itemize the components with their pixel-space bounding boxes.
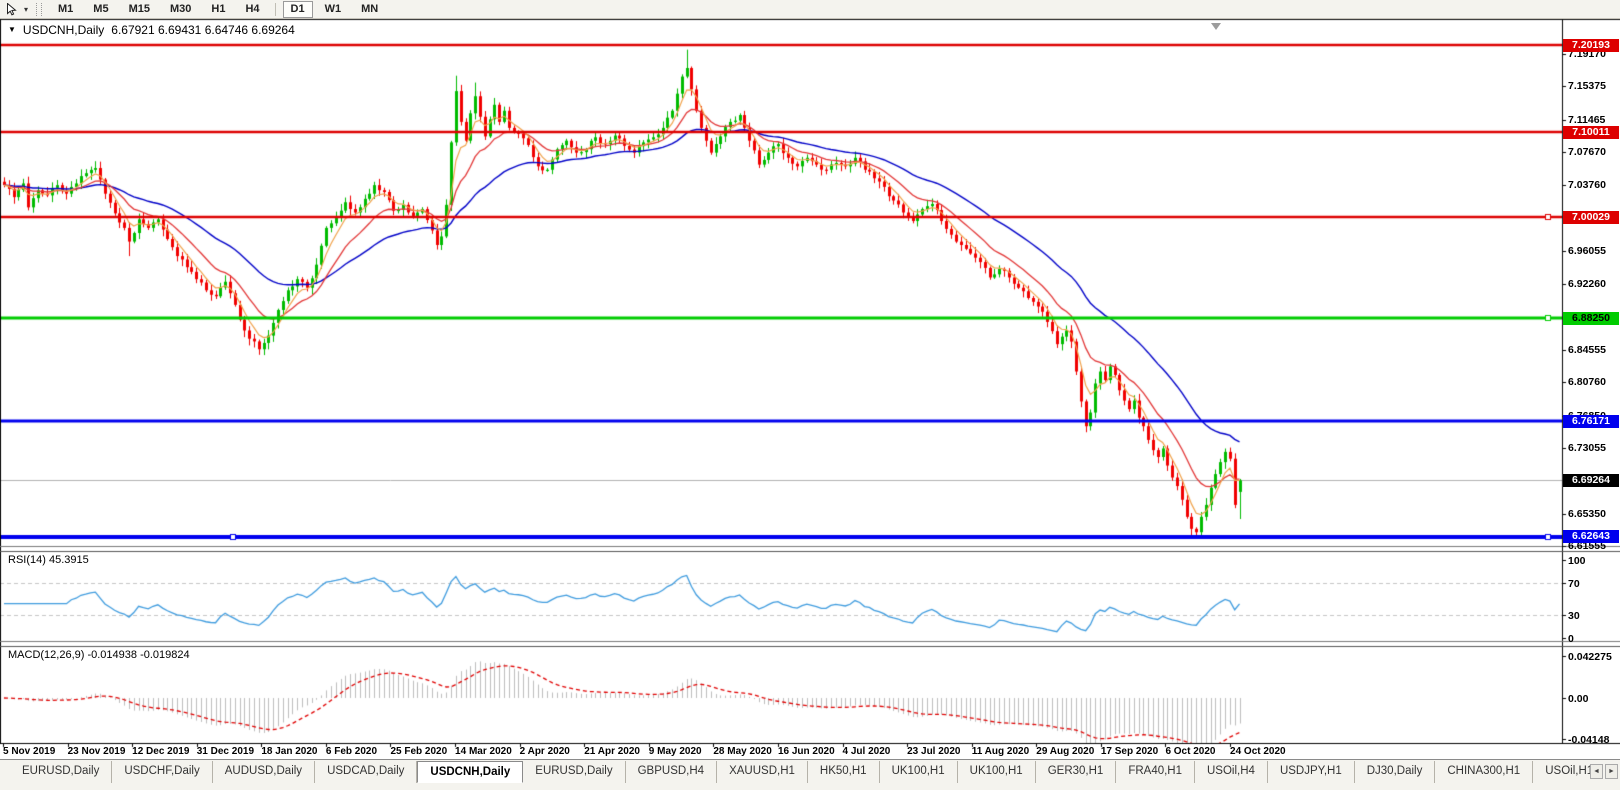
symbol-tab[interactable]: HK50,H1 <box>808 761 880 783</box>
chart-menu-icon[interactable]: ▼ <box>8 25 16 34</box>
cursor-icon <box>6 2 17 15</box>
toolbar-grip <box>36 2 42 16</box>
symbol-tab[interactable]: DJ30,Daily <box>1355 761 1436 783</box>
toolbar-separator <box>274 2 276 16</box>
symbol-tab[interactable]: AUDUSD,Daily <box>213 761 316 783</box>
symbol-tab[interactable]: EURUSD,Daily <box>10 761 113 783</box>
symbol-tab[interactable]: USDCHF,Daily <box>112 761 213 783</box>
symbol-tab[interactable]: UK100,H1 <box>880 761 958 783</box>
tabs-scroll-left-button[interactable]: ◄ <box>1590 764 1603 779</box>
rsi-indicator-label: RSI(14) 45.3915 <box>8 554 89 566</box>
cursor-tool-button[interactable] <box>3 1 19 17</box>
timeframe-h1-button[interactable]: H1 <box>203 1 233 18</box>
symbol-tab[interactable]: FRA40,H1 <box>1116 761 1195 783</box>
symbol-tab[interactable]: CHINA300,H1 <box>1435 761 1534 783</box>
tab-scroll-buttons: ◄ ► <box>1590 764 1618 779</box>
timeframe-mn-button[interactable]: MN <box>353 1 386 18</box>
symbol-tab[interactable]: GBPUSD,H4 <box>626 761 718 783</box>
symbol-tab[interactable]: USDJPY,H1 <box>1268 761 1355 783</box>
macd-indicator-label: MACD(12,26,9) -0.014938 -0.019824 <box>8 649 190 661</box>
timeframe-m1-button[interactable]: M1 <box>50 1 81 18</box>
symbol-tab[interactable]: GER30,H1 <box>1036 761 1117 783</box>
chart-tab-bar: EURUSD,Daily USDCHF,Daily AUDUSD,Daily USDC… <box>0 759 1620 790</box>
timeframe-m5-button[interactable]: M5 <box>85 1 116 18</box>
dropdown-caret-icon[interactable]: ▾ <box>23 4 28 14</box>
timeframe-m15-button[interactable]: M15 <box>121 1 158 18</box>
chart-symbol-period: USDCNH,Daily <box>22 23 105 37</box>
timeframe-d1-button[interactable]: D1 <box>282 0 313 18</box>
symbol-tab[interactable]: USDCNH,Daily <box>417 761 524 783</box>
symbol-tab[interactable]: USOil,H1 <box>1533 761 1592 783</box>
symbol-tab[interactable]: USDCAD,Daily <box>315 761 418 783</box>
timeframe-h4-button[interactable]: H4 <box>237 1 267 18</box>
timeframe-m30-button[interactable]: M30 <box>162 1 199 18</box>
chart-title: ▼ USDCNH,Daily 6.67921 6.69431 6.64746 6… <box>8 23 295 37</box>
chart-shift-marker-icon[interactable] <box>1211 23 1221 30</box>
symbol-tab[interactable]: EURUSD,Daily <box>523 761 626 783</box>
symbol-tab[interactable]: XAUUSD,H1 <box>717 761 808 783</box>
tabs-scroll-right-button[interactable]: ► <box>1605 764 1618 779</box>
top-toolbar: ▾ M1 M5 M15 M30 H1 H4 D1 W1 MN <box>0 0 1620 19</box>
timeframe-w1-button[interactable]: W1 <box>317 1 350 18</box>
symbol-tab[interactable]: UK100,H1 <box>958 761 1036 783</box>
chart-tabs: EURUSD,Daily USDCHF,Daily AUDUSD,Daily USDC… <box>10 761 1592 783</box>
symbol-tab[interactable]: USOil,H4 <box>1195 761 1268 783</box>
chart-ohlc-values: 6.67921 6.69431 6.64746 6.69264 <box>111 23 295 37</box>
